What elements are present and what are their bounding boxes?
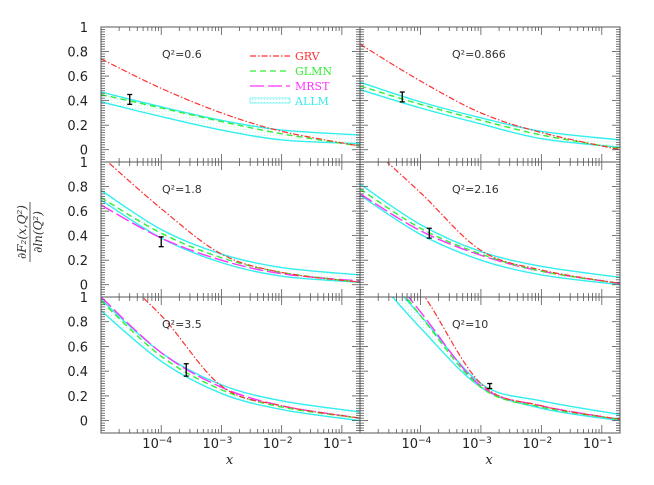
panel-5: Q²=3.5 <box>100 296 361 434</box>
grv-line <box>386 162 620 285</box>
allm-band <box>101 92 360 144</box>
allm-lower-line <box>101 310 360 422</box>
grv-line <box>141 297 360 419</box>
allm-upper-line <box>101 91 360 136</box>
y-tick-label: 0.6 <box>67 205 88 220</box>
panel-label: Q²=3.5 <box>162 318 202 331</box>
grv-line <box>360 43 620 151</box>
y-axis-label: ∂F₂(x,Q²) ∂ln(Q²) <box>15 202 45 262</box>
allm-band <box>392 297 620 421</box>
x-axis-label: x <box>226 453 234 468</box>
data-point-errorbar <box>487 382 493 390</box>
allm-band <box>360 82 620 148</box>
data-point-errorbar <box>399 91 405 103</box>
allm-lower-line <box>391 297 620 422</box>
panel-label: Q²=10 <box>452 318 488 331</box>
y-tick-label: 0.8 <box>67 316 88 331</box>
y-tick-label: 0 <box>80 415 88 430</box>
allm-upper-line <box>360 183 620 279</box>
glmn-line <box>360 188 620 285</box>
panel-4: Q²=2.16 <box>359 161 621 298</box>
y-tick-label: 0.2 <box>67 119 88 134</box>
data-point-errorbar <box>158 236 164 248</box>
allm-lower-line <box>360 88 620 148</box>
x-tick-label: 10−2 <box>263 436 293 452</box>
svg-text:∂ln(Q²): ∂ln(Q²) <box>31 211 45 253</box>
y-tick-label: 0.4 <box>67 230 88 245</box>
y-tick-label: 0.6 <box>67 70 88 85</box>
panel-6: Q²=10 <box>359 296 621 434</box>
glmn-line <box>101 196 360 283</box>
panel-2: Q²=0.866 <box>359 26 621 163</box>
x-tick-label: 10−1 <box>323 436 353 452</box>
panel-label: Q²=0.866 <box>452 48 506 61</box>
x-tick-label: 10−4 <box>402 436 432 452</box>
y-tick-label: 0.2 <box>67 254 88 269</box>
svg-text:∂F₂(x,Q²): ∂F₂(x,Q²) <box>15 205 29 259</box>
panel-label: Q²=0.6 <box>162 48 202 61</box>
y-tick-label: 1 <box>80 156 88 171</box>
y-tick-label: 0.4 <box>67 365 88 380</box>
allm-lower-line <box>360 194 620 286</box>
x-tick-label: 10−3 <box>203 436 233 452</box>
y-tick-label: 0.8 <box>67 181 88 196</box>
data-point-errorbar <box>183 363 189 377</box>
glmn-line <box>101 93 360 147</box>
y-tick-label: 0.6 <box>67 340 88 355</box>
grv-line <box>101 58 360 147</box>
x-tick-label: 10−3 <box>462 436 492 452</box>
grv-line <box>106 162 360 283</box>
grv-line <box>424 297 620 420</box>
allm-lower-line <box>101 101 360 145</box>
x-axis-label: x <box>485 453 493 468</box>
y-tick-label: 1 <box>80 21 88 36</box>
panel-3: Q²=1.8 <box>100 161 361 298</box>
data-point-errorbar <box>426 227 432 239</box>
allm-band <box>101 299 360 421</box>
y-tick-label: 1 <box>80 291 88 306</box>
allm-lower-line <box>101 199 360 283</box>
y-tick-label: 0.2 <box>67 390 88 405</box>
allm-upper-line <box>403 297 620 416</box>
y-tick-label: 0 <box>80 144 88 159</box>
allm-upper-line <box>360 81 620 141</box>
x-tick-label: 10−2 <box>522 436 552 452</box>
allm-band <box>360 184 620 285</box>
legend-entry-grv: GRV <box>295 50 321 63</box>
legend-entry-glmn: GLMN <box>295 65 332 78</box>
y-tick-label: 0.4 <box>67 95 88 110</box>
legend-entry-allm: ALLM <box>294 95 329 108</box>
x-tick-label: 10−4 <box>142 436 172 452</box>
panel-1: Q²=0.6 <box>100 26 361 163</box>
x-tick-label: 10−1 <box>583 436 613 452</box>
glmn-line <box>405 297 620 421</box>
data-point-errorbar <box>127 93 133 105</box>
y-tick-label: 0 <box>80 279 88 294</box>
allm-upper-line <box>101 189 360 276</box>
panel-label: Q²=2.16 <box>452 183 499 196</box>
glmn-line <box>101 300 360 419</box>
panel-label: Q²=1.8 <box>162 183 202 196</box>
legend: GRV GLMN MRST ALLM <box>249 50 332 108</box>
allm-band <box>101 190 360 283</box>
mrst-line <box>101 297 360 419</box>
mrst-line <box>360 193 620 285</box>
y-tick-label: 0.8 <box>67 46 88 61</box>
legend-entry-mrst: MRST <box>295 80 330 93</box>
